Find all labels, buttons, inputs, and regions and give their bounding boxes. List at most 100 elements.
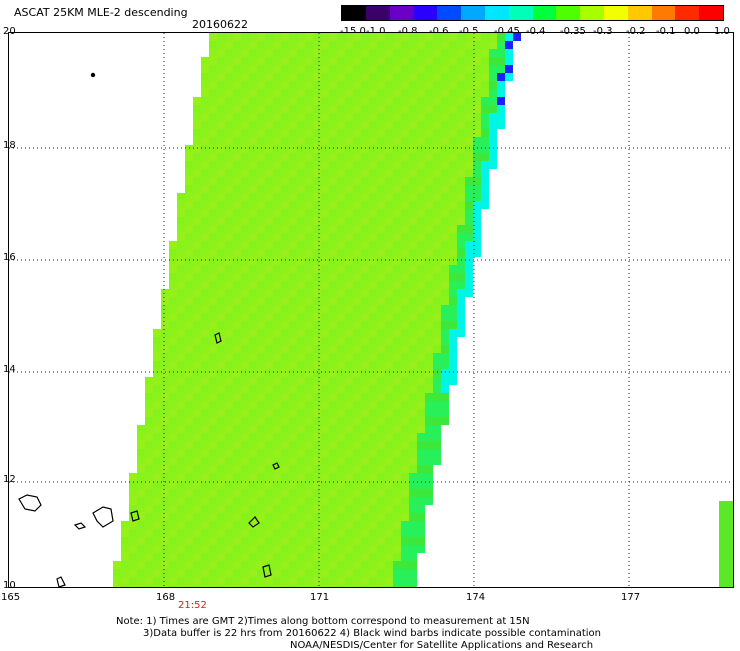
- swath-pixel: [353, 465, 361, 473]
- swath-pixel: [265, 281, 273, 289]
- swath-pixel: [201, 377, 209, 385]
- swath-pixel: [177, 545, 185, 553]
- island-outline: [73, 522, 87, 530]
- swath-pixel: [313, 321, 321, 329]
- swath-pixel: [401, 65, 409, 73]
- swath-pixel: [249, 145, 257, 153]
- swath-pixel: [385, 401, 393, 409]
- swath-pixel: [425, 345, 433, 353]
- swath-pixel: [297, 577, 305, 585]
- swath-pixel: [377, 529, 385, 537]
- swath-pixel: [385, 393, 393, 401]
- swath-pixel: [321, 137, 329, 145]
- swath-pixel: [337, 105, 345, 113]
- swath-pixel: [417, 529, 425, 537]
- swath-pixel: [289, 353, 297, 361]
- swath-pixel: [201, 521, 209, 529]
- swath-pixel: [257, 361, 265, 369]
- swath-pixel: [265, 537, 273, 545]
- swath-pixel: [401, 433, 409, 441]
- swath-pixel: [209, 185, 217, 193]
- swath-pixel: [137, 449, 145, 457]
- swath-pixel: [321, 353, 329, 361]
- swath-pixel: [385, 233, 393, 241]
- swath-pixel: [393, 57, 401, 65]
- swath-pixel: [193, 529, 201, 537]
- swath-pixel: [401, 529, 409, 537]
- swath-pixel: [473, 145, 481, 153]
- swath-pixel: [201, 417, 209, 425]
- swath-pixel: [281, 225, 289, 233]
- colorbar: [341, 5, 724, 21]
- swath-pixel: [201, 145, 209, 153]
- swath-pixel: [441, 281, 449, 289]
- swath-pixel: [249, 329, 257, 337]
- swath-pixel: [433, 329, 441, 337]
- swath-pixel: [193, 537, 201, 545]
- swath-pixel: [457, 81, 465, 89]
- swath-pixel: [169, 361, 177, 369]
- swath-pixel: [361, 57, 369, 65]
- swath-pixel: [497, 113, 505, 121]
- swath-pixel: [329, 505, 337, 513]
- swath-pixel: [361, 585, 369, 587]
- swath-pixel: [473, 105, 481, 113]
- swath-pixel: [185, 257, 193, 265]
- swath-pixel: [369, 225, 377, 233]
- swath-pixel: [337, 433, 345, 441]
- map-plot[interactable]: [8, 32, 734, 588]
- swath-pixel: [265, 361, 273, 369]
- swath-pixel: [289, 169, 297, 177]
- swath-pixel: [273, 297, 281, 305]
- swath-pixel: [329, 249, 337, 257]
- swath-pixel: [417, 193, 425, 201]
- swath-pixel: [369, 217, 377, 225]
- swath-pixel: [273, 473, 281, 481]
- swath-pixel: [489, 49, 497, 57]
- swath-pixel: [129, 561, 137, 569]
- swath-pixel: [369, 169, 377, 177]
- swath-pixel: [465, 33, 473, 41]
- swath-pixel: [313, 217, 321, 225]
- swath-pixel: [225, 233, 233, 241]
- swath-pixel: [417, 329, 425, 337]
- swath-pixel: [449, 337, 457, 345]
- swath-pixel: [425, 217, 433, 225]
- swath-pixel: [201, 177, 209, 185]
- swath-pixel: [385, 305, 393, 313]
- swath-pixel: [425, 233, 433, 241]
- swath-pixel: [209, 585, 217, 587]
- swath-pixel: [217, 193, 225, 201]
- swath-pixel: [337, 153, 345, 161]
- swath-pixel: [361, 41, 369, 49]
- swath-pixel: [313, 177, 321, 185]
- colorbar-label: -0.6: [429, 26, 449, 37]
- swath-pixel: [177, 393, 185, 401]
- swath-pixel: [385, 329, 393, 337]
- swath-pixel: [297, 385, 305, 393]
- swath-pixel: [353, 409, 361, 417]
- swath-pixel: [129, 473, 137, 481]
- swath-pixel: [329, 417, 337, 425]
- swath-pixel: [233, 441, 241, 449]
- swath-pixel: [161, 465, 169, 473]
- swath-pixel: [281, 385, 289, 393]
- swath-pixel: [321, 97, 329, 105]
- swath-pixel: [281, 129, 289, 137]
- swath-pixel: [193, 281, 201, 289]
- swath-pixel: [201, 401, 209, 409]
- swath-pixel: [433, 177, 441, 185]
- swath-pixel: [377, 545, 385, 553]
- swath-pixel: [265, 41, 273, 49]
- swath-pixel: [161, 393, 169, 401]
- swath-pixel: [353, 449, 361, 457]
- swath-pixel: [289, 297, 297, 305]
- swath-pixel: [385, 113, 393, 121]
- swath-pixel: [385, 313, 393, 321]
- swath-pixel: [337, 305, 345, 313]
- swath-pixel: [377, 193, 385, 201]
- swath-pixel: [425, 97, 433, 105]
- swath-pixel: [249, 337, 257, 345]
- swath-pixel: [169, 481, 177, 489]
- swath-pixel: [353, 289, 361, 297]
